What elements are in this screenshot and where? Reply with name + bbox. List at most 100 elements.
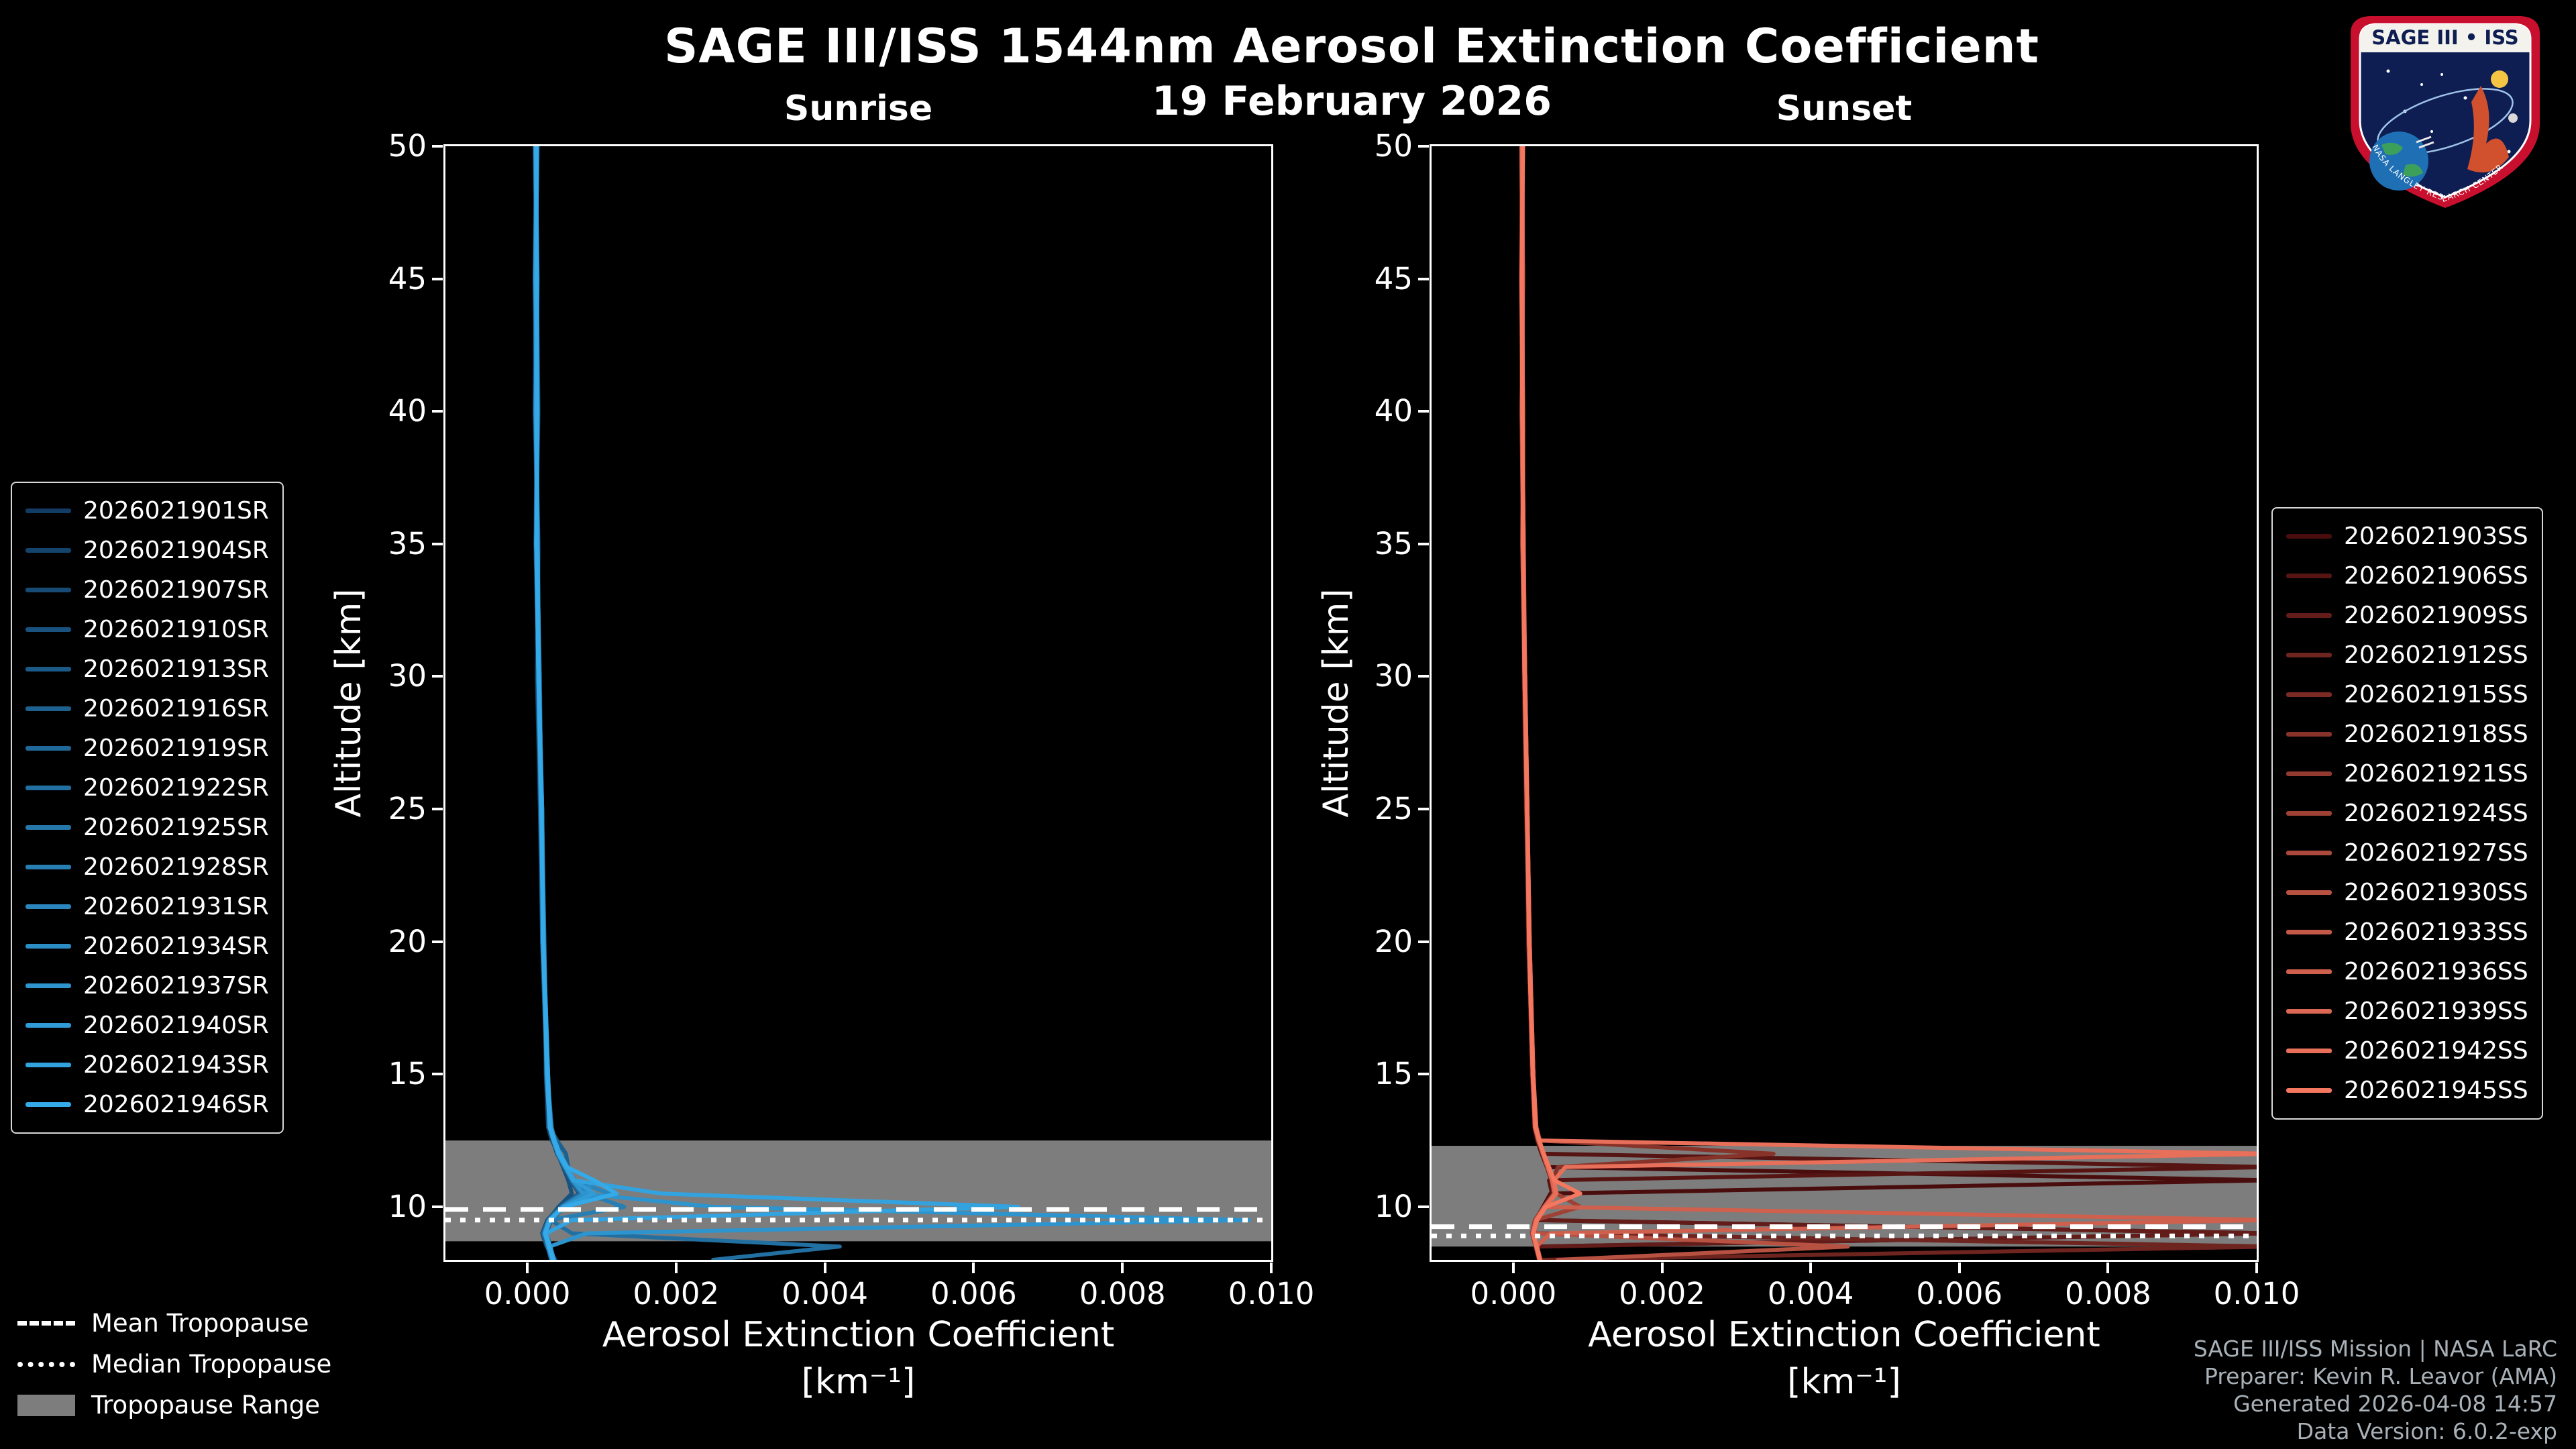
- legend-line-swatch: [2286, 969, 2332, 974]
- legend-event-label: 2026021943SR: [83, 1051, 269, 1079]
- profile-line-2026021918SS: [1519, 146, 1776, 1260]
- legend-item: 2026021927SS: [2286, 833, 2528, 873]
- legend-event-label: 2026021921SS: [2344, 760, 2528, 788]
- star-icon: [2463, 96, 2467, 100]
- profile-line-2026021946SR: [534, 146, 619, 1260]
- legend-event-label: 2026021916SR: [83, 695, 269, 722]
- dashed-line-swatch: [17, 1321, 75, 1326]
- legend-event-label: 2026021945SS: [2344, 1077, 2528, 1104]
- patch-title-band: [2360, 24, 2530, 52]
- legend-item: 2026021942SS: [2286, 1031, 2528, 1071]
- x-axis-units-sunrise: [km⁻¹]: [801, 1362, 916, 1402]
- mean-tropopause-legend-item: Mean Tropopause: [17, 1303, 331, 1344]
- tropopause-range-label: Tropopause Range: [91, 1391, 321, 1419]
- legend-line-swatch: [25, 667, 71, 672]
- profile-line-2026021903SS: [1519, 146, 2257, 1260]
- page-title: SAGE III/ISS 1544nm Aerosol Extinction C…: [664, 19, 2039, 74]
- legend-line-swatch: [25, 1063, 71, 1067]
- legend-item: 2026021907SR: [25, 570, 269, 610]
- profile-line-2026021909SS: [1519, 146, 2257, 1260]
- y-tick-mark: [432, 542, 443, 545]
- y-tick-mark: [432, 1073, 443, 1076]
- legend-event-label: 2026021925SR: [83, 814, 269, 841]
- profile-line-2026021934SR: [533, 146, 596, 1260]
- x-tick-mark: [2106, 1263, 2110, 1273]
- legend-event-label: 2026021931SR: [83, 893, 269, 920]
- y-tick-label: 15: [388, 1056, 427, 1092]
- legend-line-swatch: [2286, 890, 2332, 895]
- x-axis-units-sunset: [km⁻¹]: [1787, 1362, 1901, 1402]
- y-tick-label: 10: [1374, 1188, 1413, 1224]
- legend-event-label: 2026021936SS: [2344, 958, 2528, 985]
- date-subtitle: 19 February 2026: [1152, 78, 1552, 125]
- median-tropopause-label: Median Tropopause: [91, 1350, 332, 1379]
- legend-item: 2026021919SR: [25, 729, 269, 768]
- y-tick-mark: [432, 940, 443, 943]
- legend-event-label: 2026021934SR: [83, 932, 269, 960]
- profile-line-2026021922SR: [534, 146, 842, 1260]
- median-tropopause-legend-item: Median Tropopause: [17, 1344, 331, 1385]
- y-tick-mark: [432, 410, 443, 413]
- y-tick-mark: [1418, 145, 1429, 148]
- legend-item: 2026021909SS: [2286, 596, 2528, 635]
- patch-title-text: SAGE III • ISS: [2371, 26, 2518, 49]
- sunset-plot-area: 0.000 0.002 0.004 0.006 0.008 0.010 10 15 20 25 30…: [1375, 128, 2300, 1311]
- x-tick-mark: [1957, 1263, 1961, 1273]
- legend-item: 2026021903SS: [2286, 517, 2528, 556]
- sunset-legend: 2026021903SS 2026021906SS 2026021909SS 2026…: [2271, 507, 2543, 1120]
- legend-item: 2026021906SS: [2286, 556, 2528, 596]
- x-tick-label: 0.000: [484, 1276, 571, 1311]
- legend-item: 2026021910SR: [25, 610, 269, 649]
- legend-line-swatch: [2286, 1088, 2332, 1093]
- figure-silhouette: [2467, 86, 2509, 173]
- legend-item: 2026021936SS: [2286, 952, 2528, 991]
- sun-icon: [2491, 70, 2508, 88]
- y-tick-label: 35: [1374, 525, 1413, 561]
- y-tick-label: 50: [1374, 128, 1413, 164]
- y-tick-mark: [1418, 808, 1429, 811]
- legend-item: 2026021921SS: [2286, 754, 2528, 794]
- x-tick-mark: [1809, 1263, 1813, 1273]
- legend-line-swatch: [2286, 811, 2332, 816]
- legend-line-swatch: [2286, 534, 2332, 539]
- generated-timestamp: Generated 2026-04-08 14:57: [2233, 1391, 2557, 1417]
- profile-line-2026021912SS: [1520, 146, 2257, 1260]
- legend-event-label: 2026021927SS: [2344, 839, 2528, 867]
- legend-item: 2026021930SS: [2286, 873, 2528, 912]
- y-tick-label: 20: [388, 923, 427, 959]
- profile-line-2026021924SS: [1519, 146, 1582, 1260]
- star-icon: [2430, 130, 2433, 133]
- dotted-line-swatch: [17, 1361, 75, 1367]
- legend-item: 2026021916SR: [25, 689, 269, 729]
- legend-item: 2026021928SR: [25, 847, 269, 887]
- legend-event-label: 2026021919SR: [83, 735, 269, 762]
- legend-line-swatch: [25, 786, 71, 790]
- earth-landmass: [2381, 142, 2423, 177]
- y-tick-label: 30: [1374, 658, 1413, 694]
- profile-line-2026021942SS: [1520, 146, 2257, 1260]
- legend-event-label: 2026021901SR: [83, 497, 269, 525]
- sunset-subplot-title: Sunset: [1776, 89, 1913, 129]
- legend-line-swatch: [2286, 574, 2332, 578]
- x-tick-label: 0.010: [2213, 1276, 2300, 1311]
- legend-item: 2026021901SR: [25, 491, 269, 531]
- star-icon: [2440, 73, 2443, 76]
- legend-line-swatch: [25, 865, 71, 869]
- legend-item: 2026021924SS: [2286, 794, 2528, 833]
- legend-item: 2026021904SR: [25, 531, 269, 570]
- x-tick-label: 0.010: [1228, 1276, 1315, 1311]
- sage-iii-iss-mission-patch: SAGE III • ISS NASA LANGLEY RESEARCH CEN…: [2351, 16, 2540, 208]
- legend-line-swatch: [2286, 613, 2332, 618]
- y-tick-mark: [1418, 940, 1429, 943]
- moon-icon: [2508, 113, 2518, 123]
- x-tick-label: 0.008: [2064, 1276, 2151, 1311]
- sunrise-plot-area: 0.000 0.002 0.004 0.006 0.008 0.010 10 15 20 25 30…: [388, 128, 1315, 1311]
- legend-event-label: 2026021909SS: [2344, 602, 2528, 629]
- legend-event-label: 2026021933SS: [2344, 918, 2528, 946]
- profile-line-2026021925SR: [533, 146, 586, 1260]
- profile-line-2026021936SS: [1520, 146, 2257, 1260]
- legend-line-swatch: [2286, 1009, 2332, 1014]
- y-tick-label: 20: [1374, 923, 1413, 959]
- y-tick-mark: [1418, 675, 1429, 678]
